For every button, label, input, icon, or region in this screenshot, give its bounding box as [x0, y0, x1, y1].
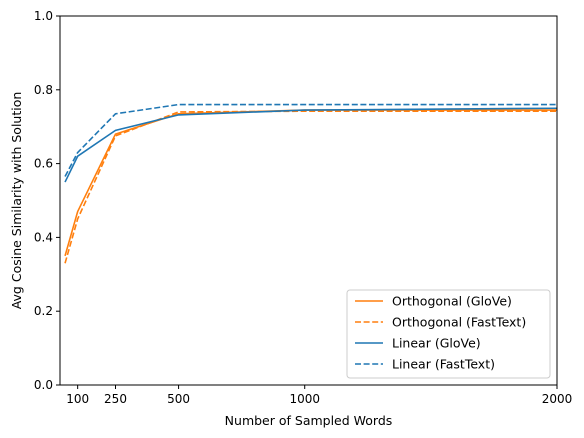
y-tick-label: 0.8: [34, 83, 53, 97]
x-axis: 100 250 500 1000 2000: [66, 385, 572, 406]
x-tick-label: 250: [104, 392, 127, 406]
series-layer: [64, 103, 558, 264]
x-tick-label: 500: [167, 392, 190, 406]
x-tick-label: 1000: [289, 392, 320, 406]
series-line-orthogonal-glove: [64, 109, 557, 257]
y-tick-label: 1.0: [34, 9, 53, 23]
legend-box: [346, 289, 551, 379]
legend-label: Linear (FastText): [392, 357, 495, 372]
plot-frame: [59, 15, 558, 386]
series-line-linear-glove: [64, 107, 558, 183]
legend-label: Orthogonal (GloVe): [392, 294, 512, 309]
y-tick-label: 0.4: [34, 230, 53, 244]
legend-items: Orthogonal (GloVe) Orthogonal (FastText) L…: [355, 294, 526, 372]
x-tick-label: 100: [66, 392, 89, 406]
series-line-orthogonal-fasttext: [64, 110, 557, 264]
y-axis: 0.0 0.2 0.4 0.6 0.8 1.0: [34, 9, 60, 392]
legend-label: Orthogonal (FastText): [392, 315, 526, 330]
y-axis-label: Avg Cosine Similarity with Solution: [9, 92, 24, 310]
series-line-linear-fasttext: [64, 103, 557, 177]
y-tick-label: 0.2: [34, 304, 53, 318]
x-axis-label: Number of Sampled Words: [225, 413, 393, 428]
legend-label: Linear (GloVe): [392, 336, 481, 351]
x-tick-label: 2000: [542, 392, 573, 406]
y-tick-label: 0.0: [34, 378, 53, 392]
y-tick-label: 0.6: [34, 157, 53, 171]
legend: Orthogonal (GloVe) Orthogonal (FastText) L…: [346, 289, 551, 379]
